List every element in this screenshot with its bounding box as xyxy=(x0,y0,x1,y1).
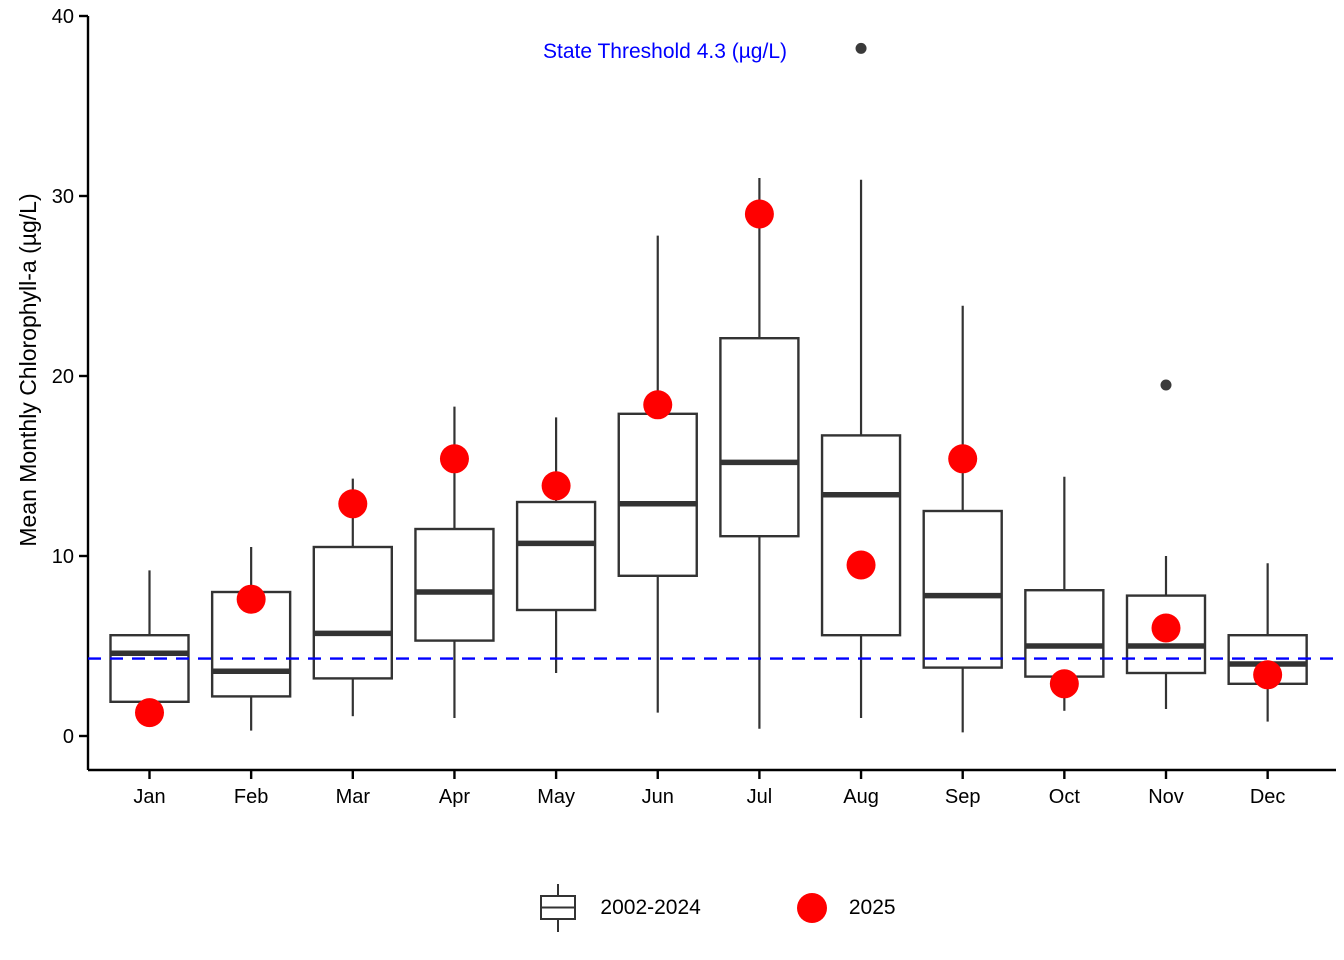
y-tick-label: 40 xyxy=(52,6,74,28)
x-tick-label: May xyxy=(537,786,575,808)
box-Aug xyxy=(820,434,902,637)
legend-label-2025: 2025 xyxy=(848,896,896,919)
box-Jun xyxy=(617,412,698,577)
box-Sep xyxy=(922,509,1003,669)
box-Oct xyxy=(1024,589,1105,678)
outlier-Nov xyxy=(1160,379,1172,391)
dot-2025-Jun xyxy=(643,390,673,420)
y-tick-label: 20 xyxy=(52,366,74,388)
x-tick-label: Aug xyxy=(843,786,879,808)
box-Apr xyxy=(414,527,495,642)
dot-2025-Mar xyxy=(338,489,368,519)
outlier-Aug xyxy=(855,42,867,54)
dot-2025-Apr xyxy=(439,444,469,474)
legend: 2002-2024 2025 xyxy=(0,878,1344,938)
x-tick-label: Oct xyxy=(1049,786,1081,808)
x-tick-label: Jan xyxy=(133,786,165,808)
threshold-label: State Threshold 4.3 (µg/L) xyxy=(542,40,787,63)
dot-2025-Nov xyxy=(1151,613,1181,643)
dot-2025-Aug xyxy=(846,550,876,580)
x-tick-label: Sep xyxy=(945,786,981,808)
red-dot-legend-glyph xyxy=(796,893,827,923)
x-tick-label: Feb xyxy=(234,786,268,808)
box-Jul xyxy=(719,337,800,538)
x-tick-label: Jun xyxy=(642,786,674,808)
legend-item-2025: 2025 xyxy=(796,893,896,923)
x-tick-label: Jul xyxy=(747,786,773,808)
dot-2025-Feb xyxy=(236,584,266,614)
x-tick-label: Mar xyxy=(336,786,371,808)
dot-2025-Sep xyxy=(948,444,978,474)
dot-2025-Oct xyxy=(1049,669,1079,699)
dot-2025-Jan xyxy=(135,698,164,728)
boxplot-legend-glyph xyxy=(540,884,577,932)
y-tick-label: 30 xyxy=(52,186,74,208)
y-tick-label: 0 xyxy=(63,726,74,748)
x-tick-label: Nov xyxy=(1148,786,1184,808)
box-Mar xyxy=(312,545,393,680)
dot-2025-Jul xyxy=(744,199,774,229)
x-tick-label: Dec xyxy=(1250,786,1286,808)
y-tick-label: 10 xyxy=(52,546,74,568)
box-May xyxy=(515,500,597,612)
dot-2025-May xyxy=(541,471,571,501)
x-tick-label: Apr xyxy=(439,786,470,808)
dot-2025-Dec xyxy=(1253,660,1283,690)
box-Jan xyxy=(109,634,190,704)
legend-item-boxplot: 2002-2024 xyxy=(538,882,701,934)
legend-label-historic: 2002-2024 xyxy=(600,896,701,919)
